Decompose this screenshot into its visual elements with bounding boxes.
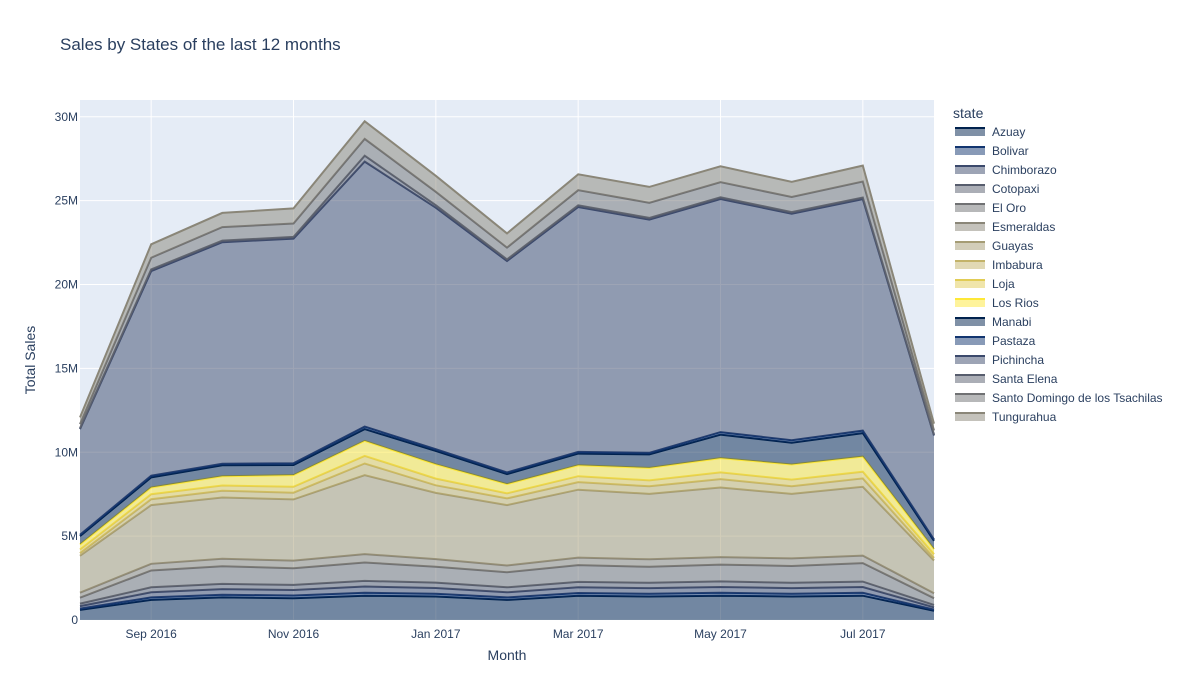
area-cotopaxi xyxy=(80,580,934,608)
legend-label-azuay[interactable]: Azuay xyxy=(992,125,1025,139)
legend-swatch-imbabura xyxy=(955,261,985,269)
line-tungurahua xyxy=(79,119,935,424)
legend-swatch-loja xyxy=(955,280,985,288)
legend-label-manabi[interactable]: Manabi xyxy=(992,315,1031,329)
y-axis-ticks: 0 5M 10M 15M 20M 25M 30M xyxy=(55,110,79,627)
x-tick-label: Sep 2016 xyxy=(125,627,177,641)
y-tick-label: 15M xyxy=(55,361,78,375)
x-tick-label: Nov 2016 xyxy=(268,627,320,641)
area-bolivar xyxy=(80,592,934,611)
y-tick-label: 0 xyxy=(71,613,78,627)
legend-swatch-guayas xyxy=(955,242,985,250)
legend: state Azuay Bolivar Chimborazo Cotopaxi El O… xyxy=(953,105,1163,424)
x-tick-label: Mar 2017 xyxy=(553,627,604,641)
legend-swatch-pastaza xyxy=(955,337,985,345)
legend-title: state xyxy=(953,105,984,121)
legend-label-pastaza[interactable]: Pastaza xyxy=(992,334,1036,348)
legend-swatch-azuay xyxy=(955,128,985,136)
area-los-rios xyxy=(80,440,934,555)
y-tick-label: 20M xyxy=(55,278,78,292)
chart-title: Sales by States of the last 12 months xyxy=(60,35,341,54)
y-tick-label: 30M xyxy=(55,110,78,124)
legend-swatch-el-oro xyxy=(955,204,985,212)
area-esmeraldas xyxy=(80,554,934,599)
legend-swatch-chimborazo xyxy=(955,166,985,174)
x-tick-label: Jan 2017 xyxy=(411,627,461,641)
area-azuay xyxy=(80,595,934,620)
legend-label-imbabura[interactable]: Imbabura xyxy=(992,258,1043,272)
x-tick-label: May 2017 xyxy=(694,627,747,641)
legend-label-santa-elena[interactable]: Santa Elena xyxy=(992,372,1058,386)
x-axis-ticks: Sep 2016 Nov 2016 Jan 2017 Mar 2017 May 2017… xyxy=(125,627,885,641)
x-axis-label: Month xyxy=(488,647,527,663)
area-series xyxy=(79,119,935,620)
legend-label-cotopaxi[interactable]: Cotopaxi xyxy=(992,182,1039,196)
legend-label-los-rios[interactable]: Los Rios xyxy=(992,296,1039,310)
legend-swatch-bolivar xyxy=(955,147,985,155)
y-axis-label: Total Sales xyxy=(22,326,38,394)
y-tick-label: 25M xyxy=(55,194,78,208)
legend-label-esmeraldas[interactable]: Esmeraldas xyxy=(992,220,1055,234)
legend-label-chimborazo[interactable]: Chimborazo xyxy=(992,163,1057,177)
legend-swatch-cotopaxi xyxy=(955,185,985,193)
legend-swatch-tungurahua xyxy=(955,413,985,421)
legend-swatch-santo-domingo-de-los-tsachilas xyxy=(955,394,985,402)
legend-label-santo-domingo-de-los-tsachilas[interactable]: Santo Domingo de los Tsachilas xyxy=(992,391,1163,405)
x-tick-label: Jul 2017 xyxy=(840,627,886,641)
legend-label-guayas[interactable]: Guayas xyxy=(992,239,1033,253)
legend-label-pichincha[interactable]: Pichincha xyxy=(992,353,1044,367)
legend-label-loja[interactable]: Loja xyxy=(992,277,1015,291)
y-tick-label: 10M xyxy=(55,445,78,459)
area-el-oro xyxy=(80,562,934,605)
y-tick-label: 5M xyxy=(61,529,78,543)
legend-label-tungurahua[interactable]: Tungurahua xyxy=(992,410,1057,424)
legend-swatch-santa-elena xyxy=(955,375,985,383)
legend-swatch-pichincha xyxy=(955,356,985,364)
area-manabi xyxy=(80,429,934,550)
area-guayas xyxy=(80,475,934,594)
legend-swatch-manabi xyxy=(955,318,985,326)
area-pichincha xyxy=(80,161,934,540)
legend-label-el-oro[interactable]: El Oro xyxy=(992,201,1026,215)
legend-label-bolivar[interactable]: Bolivar xyxy=(992,144,1029,158)
legend-swatch-los-rios xyxy=(955,299,985,307)
legend-swatch-esmeraldas xyxy=(955,223,985,231)
area-chimborazo xyxy=(80,586,934,610)
